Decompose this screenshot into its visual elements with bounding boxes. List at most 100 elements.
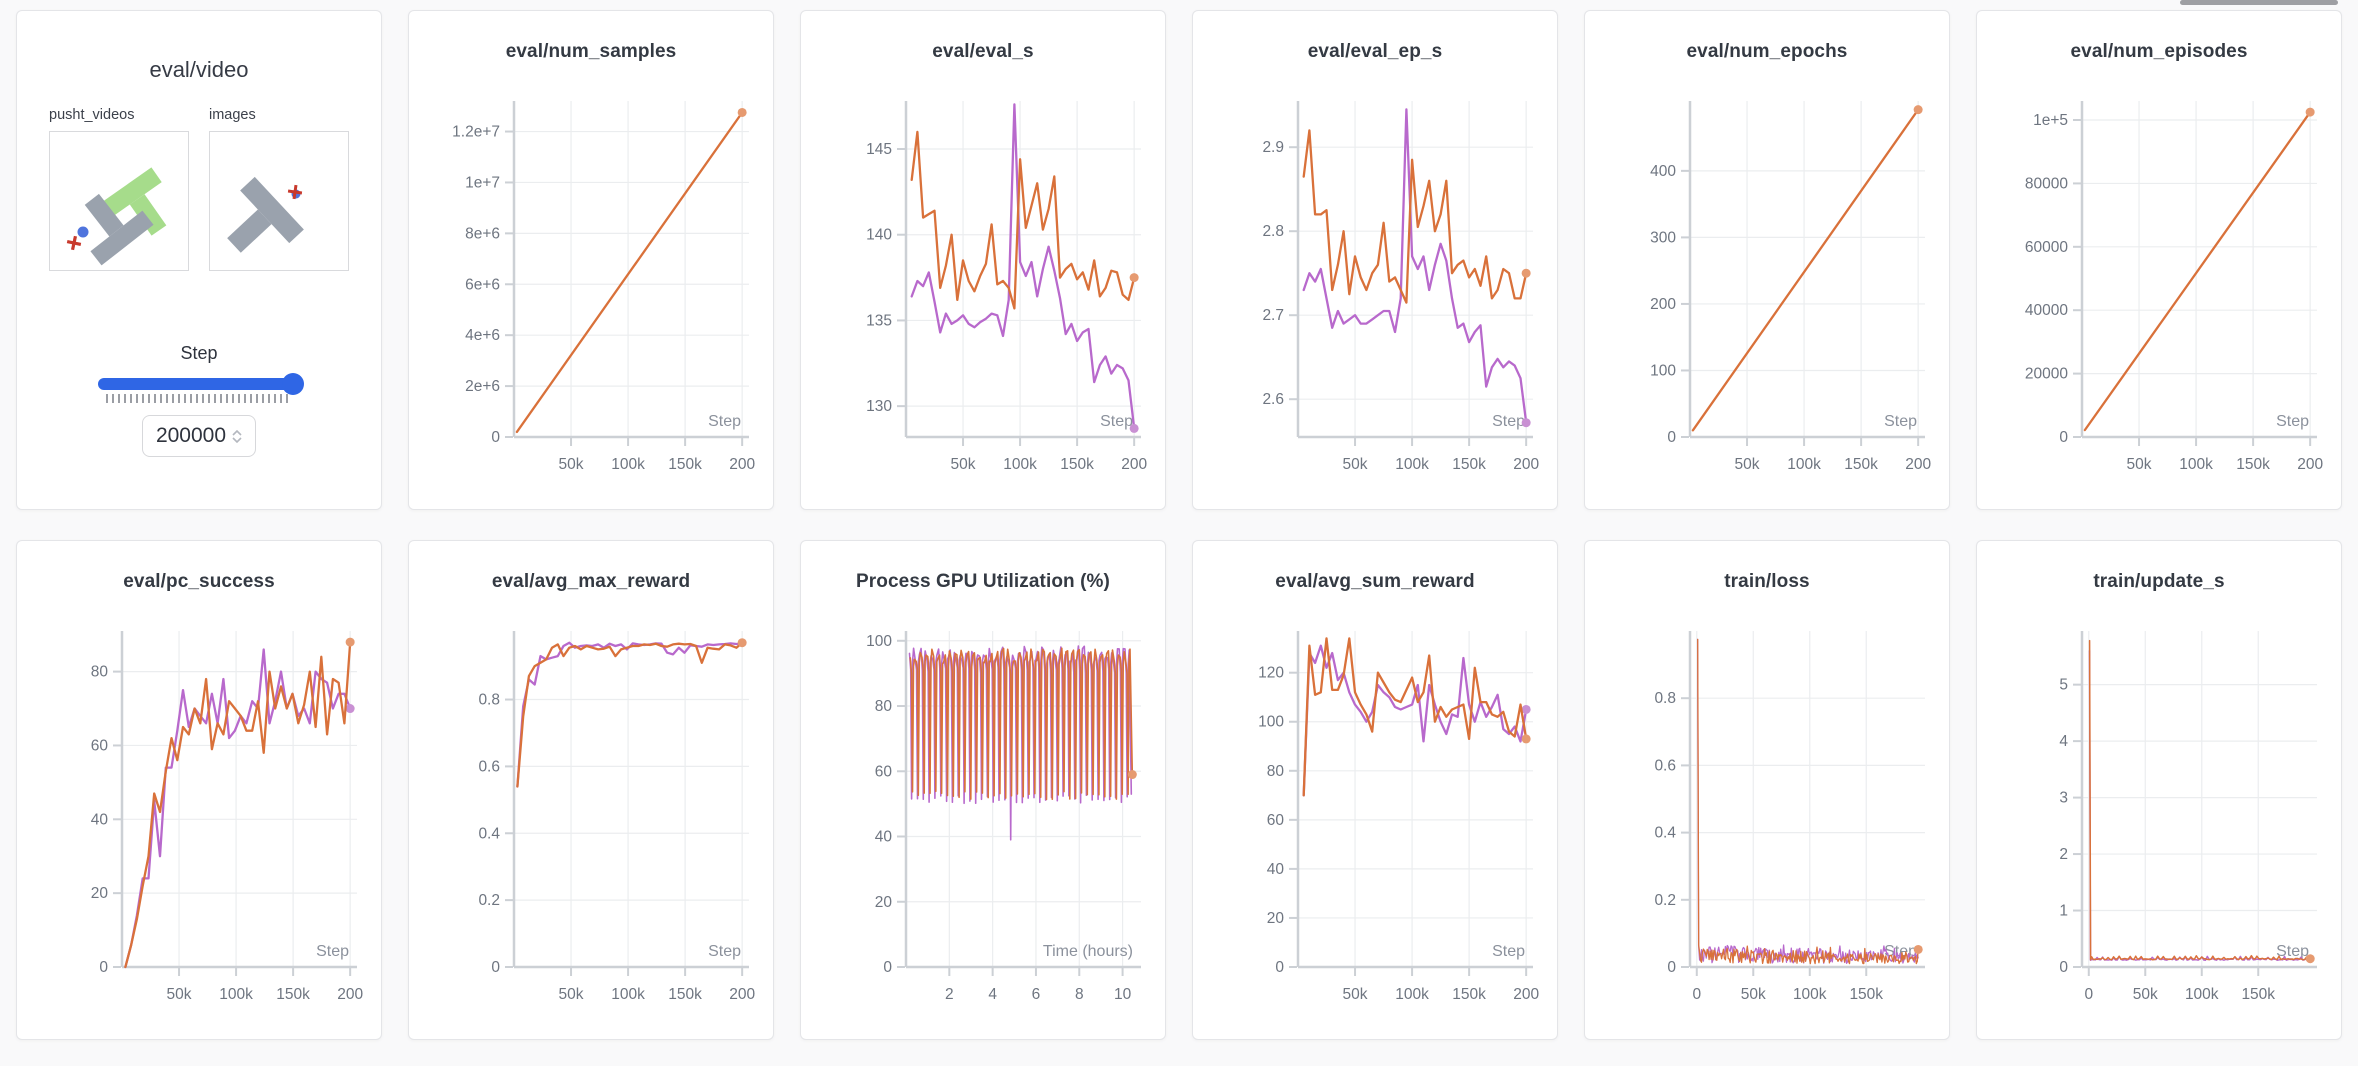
horizontal-scrollbar-thumb[interactable] [2180, 0, 2338, 5]
step-slider-group: Step 200000 [17, 343, 381, 457]
y-tick-label: 100 [866, 633, 892, 650]
y-tick-label: 0 [1275, 959, 1284, 976]
agent-dot [77, 226, 89, 238]
chart-panel-eval-num-epochs: eval/num_epochs 0 100 200 300 400 50k 100k 150k 2… [1584, 10, 1950, 510]
step-number-input[interactable]: 200000 [142, 415, 256, 457]
x-tick-label: 50k [1735, 456, 1760, 473]
x-tick-label: 150k [1849, 986, 1883, 1003]
pusht-scene-graphic [66, 167, 167, 266]
series-line-orange [1697, 638, 1919, 965]
x-tick-label: 4 [988, 986, 997, 1003]
axes [897, 101, 1141, 446]
x-tick-label: 0 [1692, 986, 1701, 1003]
chart-panel-process-gpu-utilization-: Process GPU Utilization (%) 0 20 40 60 80 100 2… [800, 540, 1166, 1040]
chart-title: eval/pc_success [123, 571, 275, 592]
x-tick-label: 50k [559, 986, 584, 1003]
y-tick-label: 0 [1667, 429, 1676, 446]
x-tick-label: 100k [1787, 456, 1821, 473]
y-tick-label: 0.2 [478, 892, 500, 909]
series-end-dot-purple [1521, 704, 1531, 714]
step-slider-thumb[interactable] [282, 373, 304, 395]
x-axis-label: Step [316, 943, 349, 960]
axes [1681, 101, 1925, 446]
y-tick-label: 4e+6 [465, 327, 500, 344]
y-tick-label: 0 [491, 959, 500, 976]
chart-canvas-eval-avg-max-reward[interactable]: 0 0.2 0.4 0.6 0.8 50k 100k 150k 200 Step [419, 601, 763, 1031]
series-end-dot-orange [1913, 944, 1923, 954]
series-line-orange [2083, 110, 2312, 432]
series-end-dot-orange [1129, 273, 1139, 283]
y-tick-label: 40 [91, 811, 109, 828]
chart-panel-train-update-s: train/update_s 0 1 2 3 4 5 0 50k 100k 150k Step [1976, 540, 2342, 1040]
step-slider-track[interactable] [98, 373, 304, 395]
media-key-label: pusht_videos [49, 107, 135, 123]
x-tick-label: 100k [611, 986, 645, 1003]
y-tick-label: 0 [99, 959, 108, 976]
axes [897, 631, 1141, 976]
axes [1289, 631, 1533, 976]
x-tick-label: 150k [2236, 456, 2270, 473]
x-axis-label: Step [1492, 413, 1525, 430]
y-tick-label: 0.4 [478, 825, 500, 842]
axes [2073, 631, 2317, 976]
series-line-orange [1302, 129, 1528, 304]
x-axis-label: Step [2276, 413, 2309, 430]
y-tick-label: 2 [2059, 846, 2068, 863]
x-tick-label: 50k [2127, 456, 2152, 473]
y-tick-label: 1 [2059, 903, 2068, 920]
series-line-orange [2088, 639, 2311, 961]
chart-canvas-eval-num-episodes[interactable]: 0 20000 40000 60000 80000 1e+5 50k 100k 150k 200 S… [1987, 71, 2331, 501]
series-end-dot-purple [1521, 418, 1531, 428]
x-tick-label: 200 [337, 986, 363, 1003]
chart-canvas-eval-eval-s[interactable]: 130 135 140 145 50k 100k 150k 200 Step [811, 71, 1155, 501]
y-tick-label: 40 [1267, 861, 1285, 878]
grid-lines [514, 631, 749, 967]
chart-canvas-eval-pc-success[interactable]: 0 20 40 60 80 50k 100k 150k 200 Step [27, 601, 371, 1031]
stepper-down-icon[interactable] [232, 436, 242, 443]
x-tick-label: 50k [1741, 986, 1766, 1003]
axes [1681, 631, 1925, 976]
chart-canvas-eval-avg-sum-reward[interactable]: 0 20 40 60 80 100 120 50k 100k 150k 200 Step [1203, 601, 1547, 1031]
y-tick-label: 300 [1650, 229, 1676, 246]
x-axis-label: Step [708, 943, 741, 960]
chart-canvas-eval-eval-ep-s[interactable]: 2.6 2.7 2.8 2.9 50k 100k 150k 200 Step [1203, 71, 1547, 501]
y-tick-label: 0 [1667, 959, 1676, 976]
series-line-orange [1302, 637, 1528, 797]
series-line-purple [2088, 650, 2311, 961]
chart-canvas-eval-num-epochs[interactable]: 0 100 200 300 400 50k 100k 150k 200 Step [1595, 71, 1939, 501]
green-t-shape [102, 167, 167, 236]
y-tick-label: 0.8 [478, 692, 500, 709]
series-line-purple [1302, 644, 1528, 797]
target-cross-icon [66, 235, 82, 251]
series-end-dot-purple [1129, 423, 1139, 433]
y-tick-label: 60 [1267, 812, 1285, 829]
y-tick-label: 0.2 [1654, 892, 1676, 909]
y-tick-label: 100 [1258, 714, 1284, 731]
chart-panel-eval-avg-max-reward: eval/avg_max_reward 0 0.2 0.4 0.6 0.8 50k 100k 1… [408, 540, 774, 1040]
chart-title: train/update_s [2093, 571, 2225, 592]
image-thumbnail[interactable] [209, 131, 349, 271]
slider-ruler [106, 394, 292, 403]
x-tick-label: 200 [729, 986, 755, 1003]
axes [113, 631, 357, 976]
x-tick-label: 50k [1343, 986, 1368, 1003]
video-thumbnail-pusht[interactable] [49, 131, 189, 271]
series-line-orange [516, 641, 744, 788]
stepper-up-icon[interactable] [232, 429, 242, 436]
chart-canvas-process-gpu-utilization-[interactable]: 0 20 40 60 80 100 2 4 6 8 10 Time (hours) [811, 601, 1155, 1031]
chart-title: eval/eval_s [932, 41, 1034, 62]
y-tick-label: 20000 [2025, 366, 2068, 383]
axes [1289, 101, 1533, 446]
chart-title: eval/eval_ep_s [1307, 41, 1443, 62]
chart-canvas-eval-num-samples[interactable]: 0 2e+6 4e+6 6e+6 8e+6 1e+7 1.2e+7 50k 100k 150k 20… [419, 71, 763, 501]
series-line-purple [1302, 108, 1528, 424]
x-axis-label: Step [2276, 943, 2309, 960]
x-tick-label: 100k [1003, 456, 1037, 473]
chart-canvas-train-update-s[interactable]: 0 1 2 3 4 5 0 50k 100k 150k Step [1987, 601, 2331, 1031]
chart-panel-eval-avg-sum-reward: eval/avg_sum_reward 0 20 40 60 80 100 120 50k 100… [1192, 540, 1558, 1040]
y-tick-label: 0.4 [1654, 825, 1676, 842]
y-tick-label: 80 [1267, 763, 1285, 780]
stepper-control[interactable] [232, 429, 242, 443]
